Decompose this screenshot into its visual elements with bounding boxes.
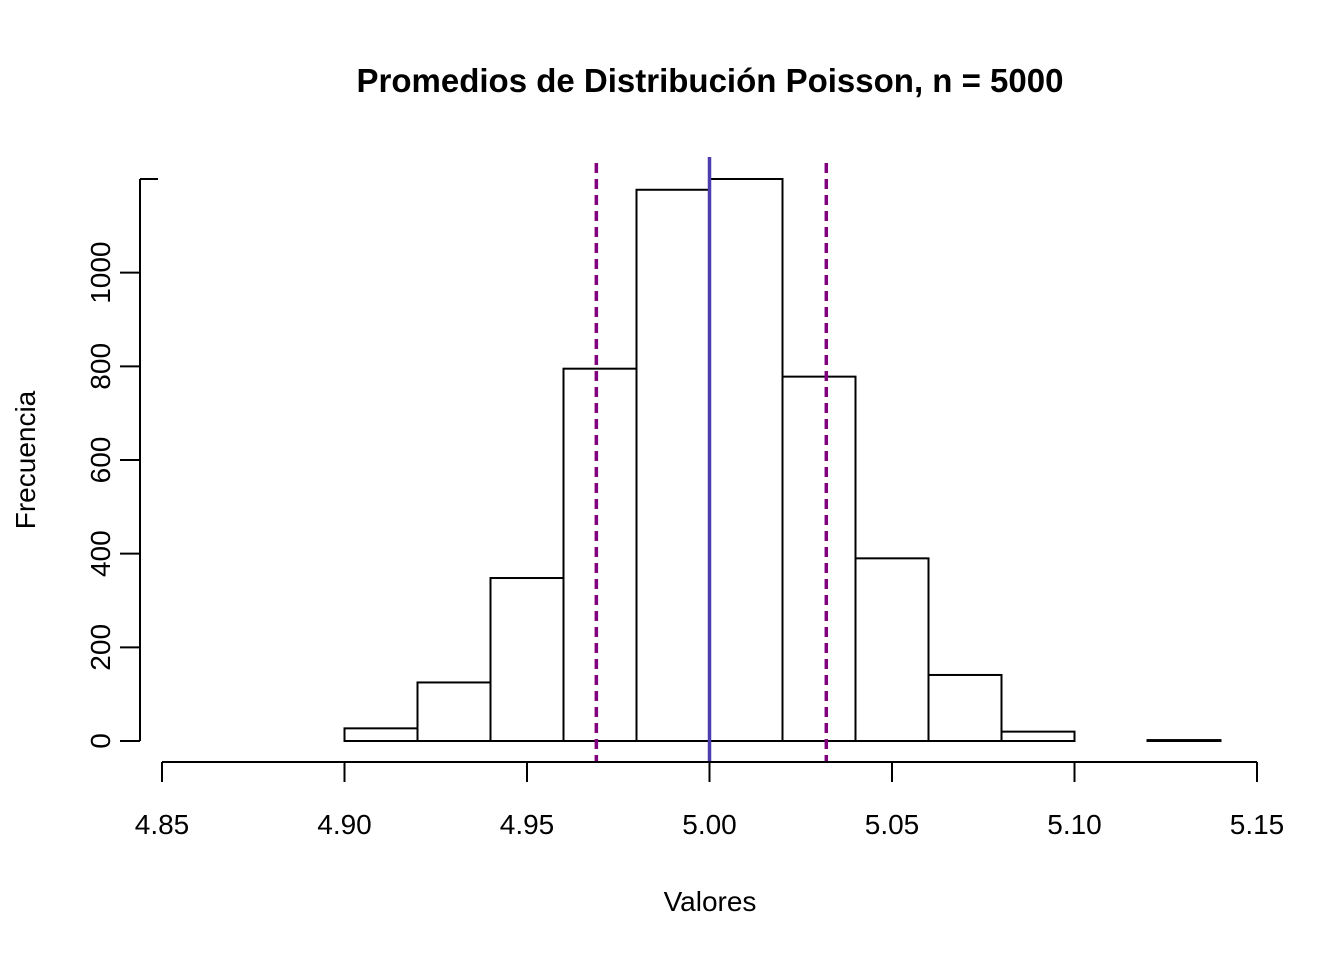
- x-axis-label: Valores: [664, 886, 757, 917]
- x-tick-label-5: 5.10: [1047, 809, 1102, 840]
- histogram-bar-11: [1000, 730, 1076, 743]
- x-axis: 4.85 4.90 4.95 5.00 5.05 5.10 5.15: [135, 761, 1285, 840]
- y-tick-label-3: 600: [85, 437, 116, 484]
- x-tick-label-4: 5.05: [865, 809, 920, 840]
- y-tick-label-4: 800: [85, 343, 116, 390]
- x-tick-label-0: 4.85: [135, 809, 190, 840]
- histogram-bar-13: [1146, 739, 1222, 743]
- histogram-bar-6: [635, 188, 711, 742]
- reference-lines: [594, 157, 829, 762]
- histogram-bar-7: [708, 178, 784, 742]
- y-tick-label-0: 0: [85, 733, 116, 749]
- x-tick-label-2: 4.95: [500, 809, 555, 840]
- histogram-bar-2: [343, 727, 419, 742]
- x-tick-label-1: 4.90: [317, 809, 372, 840]
- x-tick-label-3: 5.00: [682, 809, 737, 840]
- y-tick-label-2: 400: [85, 530, 116, 577]
- histogram-bar-3: [416, 681, 492, 742]
- histogram-bar-9: [854, 557, 930, 742]
- y-axis: 0 200 400 600 800 1000: [85, 178, 158, 749]
- histogram-bars: [343, 178, 1222, 743]
- histogram-bar-10: [927, 673, 1003, 743]
- histogram-bar-4: [489, 577, 565, 743]
- y-tick-label-1: 200: [85, 624, 116, 671]
- histogram-bar-8: [781, 375, 857, 742]
- histogram-bar-5: [562, 367, 638, 742]
- y-axis-label: Frecuencia: [10, 390, 41, 529]
- x-tick-label-6: 5.15: [1230, 809, 1285, 840]
- chart-title: Promedios de Distribución Poisson, n = 5…: [357, 62, 1064, 99]
- y-tick-label-5: 1000: [85, 242, 116, 304]
